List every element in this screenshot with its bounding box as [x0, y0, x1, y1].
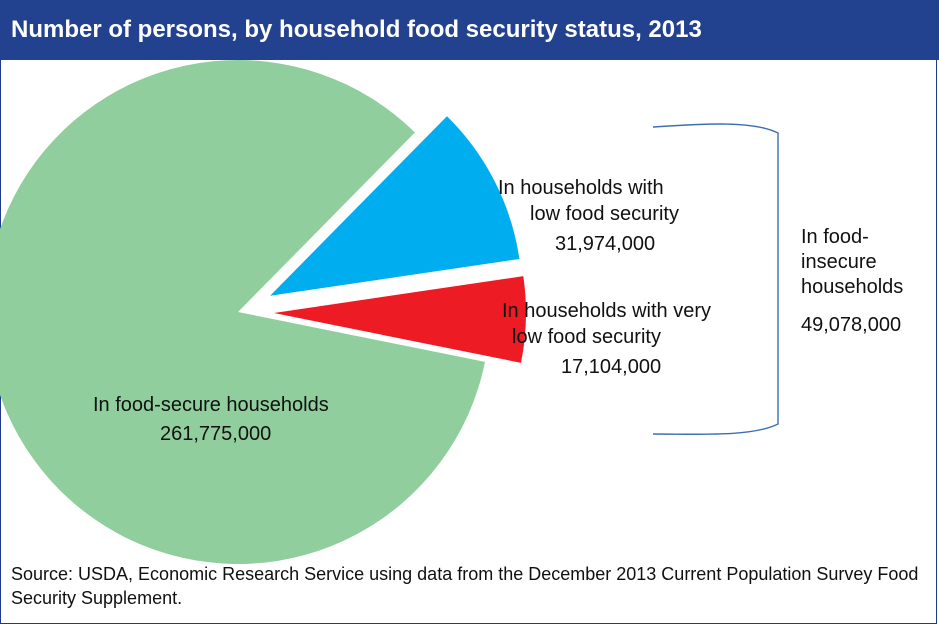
source-note: Source: USDA, Economic Research Service … [11, 564, 919, 608]
value-insecure: 49,078,000 [801, 314, 901, 336]
pie-slice-food-secure [0, 60, 486, 564]
label-very-low-line1: In households with very [502, 300, 711, 322]
value-food-secure: 261,775,000 [160, 423, 271, 445]
label-low-line2: low food security [530, 203, 679, 225]
pie-slice-very-low-food-security [273, 276, 526, 363]
pie-slice-low-food-security [270, 116, 520, 296]
value-very-low: 17,104,000 [561, 356, 661, 378]
value-low: 31,974,000 [555, 233, 655, 255]
label-insecure-line1: In food- [801, 226, 869, 248]
label-food-secure: In food-secure households [93, 394, 329, 416]
label-insecure-line2: insecure [801, 251, 877, 273]
insecure-bracket [652, 123, 779, 435]
label-very-low-line2: low food security [512, 326, 661, 348]
label-low-line1: In households with [498, 177, 664, 199]
chart-title: Number of persons, by household food sec… [0, 0, 939, 60]
label-insecure-line3: households [801, 276, 903, 298]
